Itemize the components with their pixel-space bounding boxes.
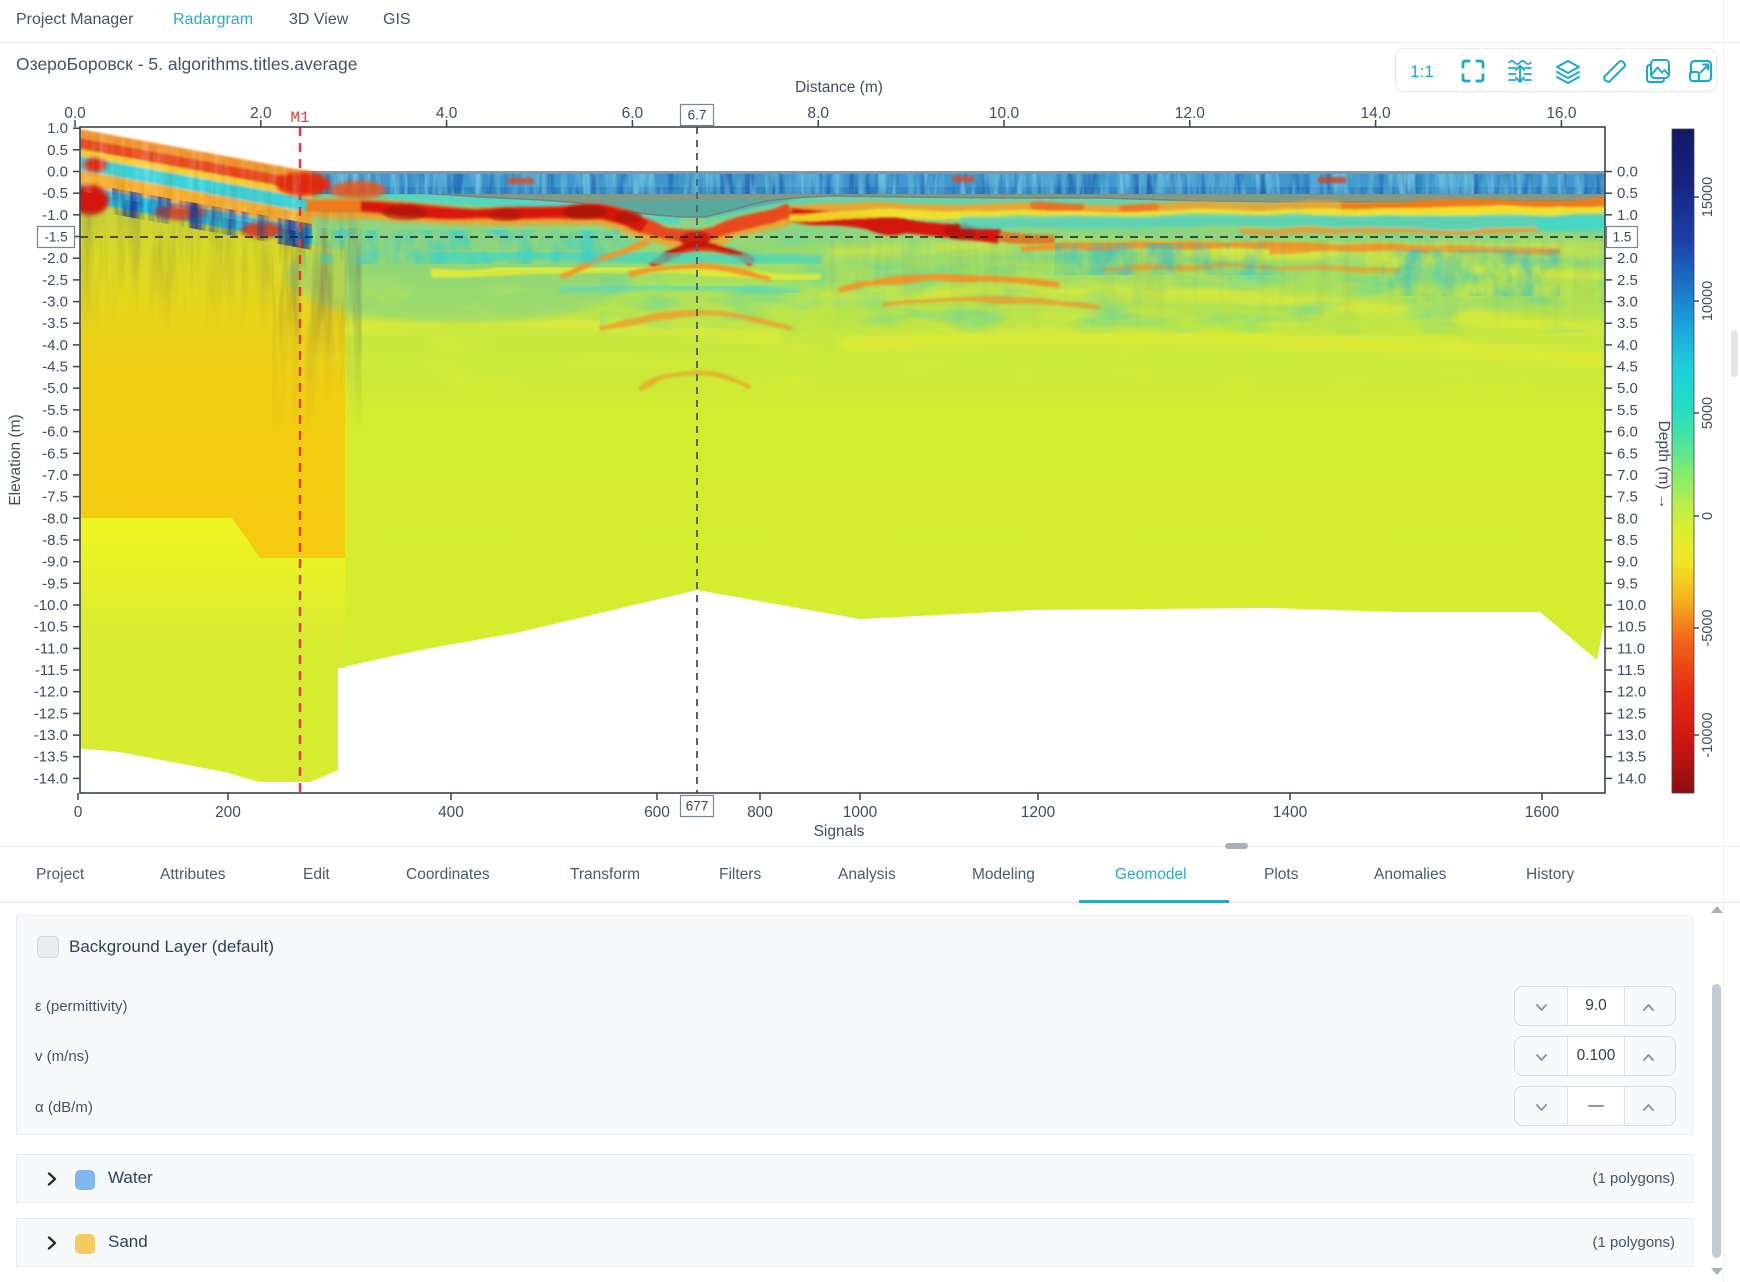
- svg-text:200: 200: [215, 804, 241, 821]
- svg-text:-11.0: -11.0: [35, 640, 68, 657]
- svg-text:-12.5: -12.5: [34, 705, 68, 722]
- svg-text:5.5: 5.5: [1617, 402, 1638, 419]
- svg-text:8.5: 8.5: [1617, 532, 1638, 549]
- svg-text:10.0: 10.0: [1617, 597, 1646, 614]
- svg-text:0.0: 0.0: [64, 105, 86, 122]
- svg-text:Signals: Signals: [814, 823, 865, 840]
- svg-text:-5000: -5000: [1700, 609, 1716, 646]
- svg-text:0.0: 0.0: [47, 164, 68, 181]
- svg-text:2.0: 2.0: [250, 105, 272, 122]
- svg-text:600: 600: [644, 804, 670, 821]
- svg-text:1.0: 1.0: [1617, 207, 1638, 224]
- svg-text:12.0: 12.0: [1175, 105, 1206, 122]
- svg-text:5.0: 5.0: [1617, 380, 1638, 397]
- svg-text:-6.5: -6.5: [42, 445, 68, 462]
- svg-text:0.0: 0.0: [1617, 164, 1638, 181]
- svg-text:-7.5: -7.5: [42, 489, 68, 506]
- svg-text:-5.0: -5.0: [42, 380, 68, 397]
- svg-text:11.5: 11.5: [1617, 662, 1645, 679]
- svg-text:6.7: 6.7: [688, 108, 707, 123]
- svg-text:1200: 1200: [1021, 804, 1056, 821]
- svg-text:-11.5: -11.5: [35, 662, 68, 679]
- svg-text:4.0: 4.0: [436, 105, 458, 122]
- svg-text:-5.5: -5.5: [42, 402, 68, 419]
- svg-text:-9.0: -9.0: [42, 554, 68, 571]
- svg-text:2.0: 2.0: [1617, 250, 1638, 267]
- svg-text:Distance (m): Distance (m): [795, 79, 883, 96]
- svg-text:-3.0: -3.0: [42, 294, 68, 311]
- svg-text:13.5: 13.5: [1617, 749, 1646, 766]
- svg-text:5000: 5000: [1700, 397, 1716, 429]
- svg-text:3.0: 3.0: [1617, 294, 1638, 311]
- svg-text:-4.0: -4.0: [42, 337, 68, 354]
- svg-text:1000: 1000: [843, 804, 878, 821]
- svg-text:12.0: 12.0: [1617, 684, 1646, 701]
- svg-text:-12.0: -12.0: [34, 684, 68, 701]
- svg-text:0: 0: [1700, 512, 1716, 520]
- svg-text:-8.5: -8.5: [42, 532, 68, 549]
- svg-text:1600: 1600: [1525, 804, 1560, 821]
- svg-text:0: 0: [74, 804, 83, 821]
- svg-text:1400: 1400: [1273, 804, 1308, 821]
- svg-text:16.0: 16.0: [1546, 105, 1577, 122]
- svg-text:1.5: 1.5: [1613, 230, 1632, 245]
- svg-text:-13.0: -13.0: [34, 727, 68, 744]
- svg-text:10.0: 10.0: [989, 105, 1020, 122]
- svg-text:10000: 10000: [1700, 281, 1716, 321]
- svg-text:0.5: 0.5: [1617, 185, 1638, 202]
- svg-text:M1: M1: [290, 109, 309, 127]
- svg-text:10.5: 10.5: [1617, 619, 1646, 636]
- svg-text:1:1: 1:1: [1410, 62, 1434, 81]
- svg-text:-9.5: -9.5: [42, 575, 68, 592]
- svg-text:-1.5: -1.5: [44, 230, 67, 245]
- svg-text:-13.5: -13.5: [34, 749, 68, 766]
- svg-text:7.5: 7.5: [1617, 489, 1638, 506]
- svg-text:4.0: 4.0: [1617, 337, 1638, 354]
- svg-text:-2.5: -2.5: [42, 272, 68, 289]
- svg-text:800: 800: [747, 804, 773, 821]
- svg-text:14.0: 14.0: [1617, 770, 1646, 787]
- svg-text:3.5: 3.5: [1617, 315, 1638, 332]
- svg-text:14.0: 14.0: [1361, 105, 1392, 122]
- svg-text:Elevation (m): Elevation (m): [7, 414, 24, 505]
- svg-text:6.0: 6.0: [622, 105, 644, 122]
- svg-text:2.5: 2.5: [1617, 272, 1638, 289]
- svg-text:9.0: 9.0: [1617, 554, 1638, 571]
- svg-text:1.0: 1.0: [47, 120, 68, 137]
- svg-text:8.0: 8.0: [807, 105, 829, 122]
- svg-text:-0.5: -0.5: [42, 185, 68, 202]
- svg-text:677: 677: [686, 799, 709, 814]
- svg-text:4.5: 4.5: [1617, 359, 1638, 376]
- svg-text:6.5: 6.5: [1617, 445, 1638, 462]
- svg-text:12.5: 12.5: [1617, 705, 1646, 722]
- svg-text:7.0: 7.0: [1617, 467, 1638, 484]
- svg-text:-4.5: -4.5: [42, 359, 68, 376]
- svg-text:-8.0: -8.0: [42, 510, 68, 527]
- svg-text:-10.5: -10.5: [34, 619, 68, 636]
- svg-text:0.5: 0.5: [47, 142, 68, 159]
- svg-text:11.0: 11.0: [1617, 640, 1645, 657]
- svg-text:-7.0: -7.0: [42, 467, 68, 484]
- svg-text:-3.5: -3.5: [42, 315, 68, 332]
- svg-text:-10000: -10000: [1700, 712, 1716, 757]
- svg-text:8.0: 8.0: [1617, 510, 1638, 527]
- svg-text:-10.0: -10.0: [34, 597, 68, 614]
- svg-text:9.5: 9.5: [1617, 575, 1638, 592]
- svg-text:6.0: 6.0: [1617, 424, 1638, 441]
- svg-text:Depth (m) →: Depth (m) →: [1655, 421, 1672, 510]
- svg-text:-2.0: -2.0: [42, 250, 68, 267]
- svg-text:-6.0: -6.0: [42, 424, 68, 441]
- svg-text:15000: 15000: [1700, 177, 1716, 217]
- svg-text:13.0: 13.0: [1617, 727, 1646, 744]
- svg-text:400: 400: [438, 804, 464, 821]
- svg-text:-1.0: -1.0: [42, 207, 68, 224]
- svg-text:-14.0: -14.0: [34, 770, 68, 787]
